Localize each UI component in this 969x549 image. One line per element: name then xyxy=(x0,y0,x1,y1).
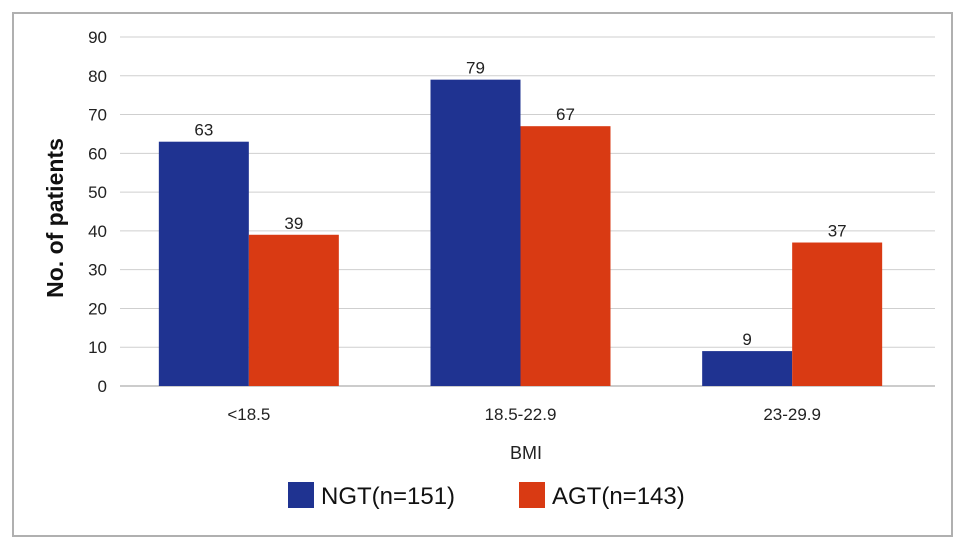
y-tick-label: 20 xyxy=(88,299,107,318)
data-label: 39 xyxy=(284,214,303,233)
legend-label-agt: AGT(n=143) xyxy=(552,483,685,510)
y-tick-label: 40 xyxy=(88,222,107,241)
data-label: 79 xyxy=(466,59,485,78)
y-axis-ticks: 0 10 20 30 40 50 60 70 80 90 xyxy=(88,28,107,396)
y-tick-label: 0 xyxy=(98,377,107,396)
data-label: 63 xyxy=(194,121,213,140)
bar-agt-0 xyxy=(248,234,339,386)
y-tick-label: 70 xyxy=(88,106,107,125)
data-label: 67 xyxy=(556,105,575,124)
data-label: 37 xyxy=(828,222,847,241)
bar-agt-2 xyxy=(792,242,883,386)
y-tick-label: 50 xyxy=(88,183,107,202)
bar-ngt-1 xyxy=(430,79,521,387)
y-tick-label: 80 xyxy=(88,67,107,86)
x-category-label: 18.5-22.9 xyxy=(485,405,557,424)
data-label: 9 xyxy=(742,330,751,349)
x-category-label: <18.5 xyxy=(227,405,270,424)
bar-ngt-0 xyxy=(158,141,249,386)
x-axis-title: BMI xyxy=(510,443,542,463)
legend-label-ngt: NGT(n=151) xyxy=(321,483,455,510)
y-tick-label: 10 xyxy=(88,338,107,357)
y-axis-title: No. of patients xyxy=(42,138,68,298)
legend: NGT(n=151) AGT(n=143) xyxy=(288,482,685,510)
legend-swatch-agt xyxy=(519,482,545,508)
legend-swatch-ngt xyxy=(288,482,314,508)
y-tick-label: 30 xyxy=(88,261,107,280)
data-labels: 63 39 79 67 9 37 xyxy=(194,59,846,349)
y-tick-label: 60 xyxy=(88,144,107,163)
x-category-label: 23-29.9 xyxy=(763,405,821,424)
bars xyxy=(158,79,883,387)
y-tick-label: 90 xyxy=(88,28,107,47)
bar-agt-1 xyxy=(520,126,611,386)
x-axis-categories: <18.5 18.5-22.9 23-29.9 xyxy=(227,405,821,424)
bar-ngt-2 xyxy=(702,351,793,386)
